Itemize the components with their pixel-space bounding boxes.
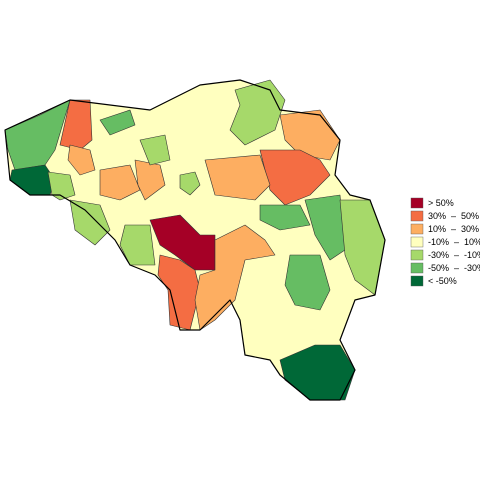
region xyxy=(259,149,331,206)
legend: > 50% 30% – 50% 10% – 30% -10% – 10% -30% – … xyxy=(410,197,480,287)
legend-label: -10% – 10% xyxy=(428,237,480,247)
region xyxy=(4,99,71,171)
legend-swatch xyxy=(410,275,424,287)
legend-label: -30% – -10% xyxy=(428,250,480,260)
region xyxy=(99,109,136,136)
region xyxy=(279,109,341,161)
region xyxy=(119,224,156,266)
legend-label: < -50% xyxy=(428,276,457,286)
region xyxy=(259,204,311,231)
legend-swatch xyxy=(410,197,424,209)
legend-swatch xyxy=(410,236,424,248)
region xyxy=(304,194,346,261)
region xyxy=(69,199,111,246)
legend-swatch xyxy=(410,249,424,261)
region xyxy=(47,171,76,201)
legend-swatch xyxy=(410,210,424,222)
region xyxy=(9,164,56,196)
regions xyxy=(4,79,386,401)
region xyxy=(284,254,331,311)
legend-label: > 50% xyxy=(428,198,454,208)
region xyxy=(179,171,201,196)
legend-label: 10% – 30% xyxy=(428,224,479,234)
legend-label: -50% – -30% xyxy=(428,263,480,273)
region xyxy=(204,154,271,201)
region xyxy=(139,134,171,166)
country-border xyxy=(4,79,386,401)
region xyxy=(59,99,93,151)
region xyxy=(134,159,166,201)
legend-label: 30% – 50% xyxy=(428,211,479,221)
region xyxy=(194,224,276,331)
region xyxy=(67,144,96,176)
region xyxy=(99,164,141,201)
legend-swatch xyxy=(410,223,424,235)
legend-swatch xyxy=(410,262,424,274)
region xyxy=(229,79,286,146)
